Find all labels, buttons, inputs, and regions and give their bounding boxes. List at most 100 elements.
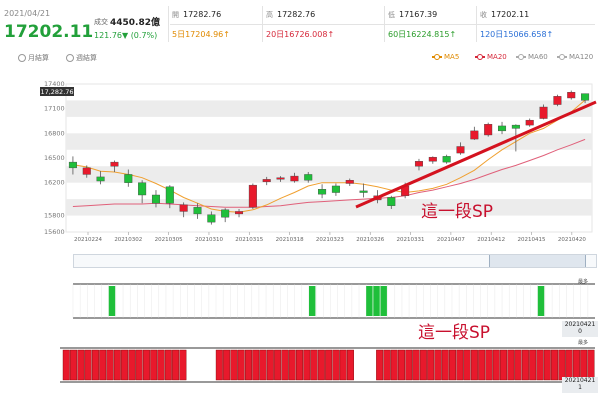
candle[interactable] [221, 208, 230, 223]
signal-bar-red [121, 349, 129, 381]
high-label: 高 [266, 11, 273, 19]
x-tick-label: 20210420 [558, 237, 586, 243]
candle-body [456, 146, 465, 154]
candle[interactable] [96, 171, 105, 185]
candle[interactable] [207, 211, 216, 225]
candle[interactable] [68, 156, 77, 175]
candle[interactable] [318, 184, 327, 199]
candle[interactable] [525, 118, 534, 127]
trend-line [355, 100, 597, 209]
low-value: 17167.39 [399, 10, 438, 19]
candle[interactable] [456, 142, 465, 155]
open-cell: 開 17282.76 [172, 10, 221, 20]
legend-ma20[interactable]: MA20 [475, 53, 507, 61]
signal-bar-green [308, 286, 316, 316]
signal-bar-red [419, 349, 427, 381]
candle[interactable] [414, 158, 423, 171]
signal-bar-red [310, 349, 318, 381]
signal-bar-red [398, 349, 405, 381]
volume-label: 成交 [94, 18, 108, 26]
candle[interactable] [387, 195, 396, 209]
x-tick-label: 20210224 [74, 237, 102, 243]
candlestick-chart[interactable]: 15600 15800 16200 16500 16800 17100 17400 2021… [0, 76, 600, 246]
candle[interactable] [193, 203, 202, 219]
candle[interactable] [151, 190, 160, 208]
candle[interactable] [235, 208, 244, 218]
signal-bar-red [332, 349, 340, 381]
candle[interactable] [290, 172, 299, 183]
candle-body [276, 177, 285, 180]
panel1-value: 0 [578, 328, 582, 335]
candle-body [82, 167, 91, 175]
candle[interactable] [165, 185, 174, 209]
signal-bar-red [572, 349, 580, 381]
candle-body [221, 209, 230, 218]
candle[interactable] [110, 160, 119, 172]
signal-bar-red [485, 349, 493, 381]
candle-body [331, 185, 340, 193]
signal-bar-red [113, 349, 121, 381]
x-tick-label: 20210302 [114, 237, 142, 243]
candle[interactable] [498, 121, 507, 135]
candle[interactable] [470, 126, 479, 140]
candle[interactable] [428, 156, 437, 164]
candle[interactable] [248, 183, 257, 209]
signal-bar-green [373, 286, 380, 316]
panel2-value: 1 [578, 384, 582, 391]
signal-bar-red [558, 349, 566, 381]
weekly-option[interactable]: 週結算 [66, 53, 97, 63]
legend-ma60[interactable]: MA60 [516, 53, 548, 61]
candle[interactable] [567, 90, 576, 100]
navigator[interactable] [73, 254, 597, 268]
y-tick-label: 15600 [44, 228, 65, 236]
candle[interactable] [124, 169, 133, 187]
legend-ma60-label: MA60 [528, 53, 548, 61]
candle[interactable] [359, 183, 368, 198]
candle-body [553, 96, 562, 105]
navigator-handle[interactable] [489, 255, 586, 267]
ma5-value: 5日17204.96↑ [172, 30, 230, 39]
candle[interactable] [138, 180, 147, 204]
signal-bar-red [412, 349, 420, 381]
candle-body [387, 197, 396, 206]
ma5-line-icon [432, 54, 442, 60]
x-tick-label: 20210412 [477, 237, 505, 243]
signal-bar-red [383, 349, 391, 381]
signal-bar-red [70, 349, 78, 381]
candle-body [290, 175, 299, 182]
monthly-option[interactable]: 月結算 [18, 53, 49, 63]
candle-body [193, 207, 202, 215]
legend-ma120[interactable]: MA120 [557, 53, 593, 61]
signal-bar-red [449, 349, 457, 381]
candle[interactable] [179, 202, 188, 218]
candle-body [567, 92, 576, 99]
candle[interactable] [82, 165, 91, 178]
candle[interactable] [442, 154, 451, 164]
y-tick-label: 17400 [44, 80, 65, 88]
candle[interactable] [553, 94, 562, 107]
close-cell: 收 17202.11 [480, 10, 529, 20]
candle[interactable] [276, 176, 285, 182]
candle[interactable] [262, 176, 271, 186]
candle[interactable] [331, 183, 340, 196]
radio-icon[interactable] [66, 54, 74, 62]
signal-bar-red [492, 349, 500, 381]
legend-ma5-label: MA5 [444, 53, 460, 61]
signal-bar-red [405, 349, 413, 381]
legend-ma5[interactable]: MA5 [432, 53, 459, 61]
current-price-label: 17,282.76 [40, 88, 73, 96]
ma60-value: 60日16224.815↑ [388, 30, 457, 39]
signal-bar-green [537, 286, 545, 316]
candle-body [581, 93, 590, 101]
candle[interactable] [304, 171, 313, 183]
candle[interactable] [345, 178, 354, 186]
candle[interactable] [539, 104, 548, 120]
x-tick-label: 20210323 [316, 237, 344, 243]
candle[interactable] [484, 122, 493, 137]
radio-icon[interactable] [18, 54, 26, 62]
panel2-date-box: 20210421 1 [562, 377, 598, 393]
signal-bar-red [77, 349, 85, 381]
candle[interactable] [581, 93, 590, 104]
signal-bar-red [507, 349, 515, 381]
signal-bar-green [108, 286, 116, 316]
